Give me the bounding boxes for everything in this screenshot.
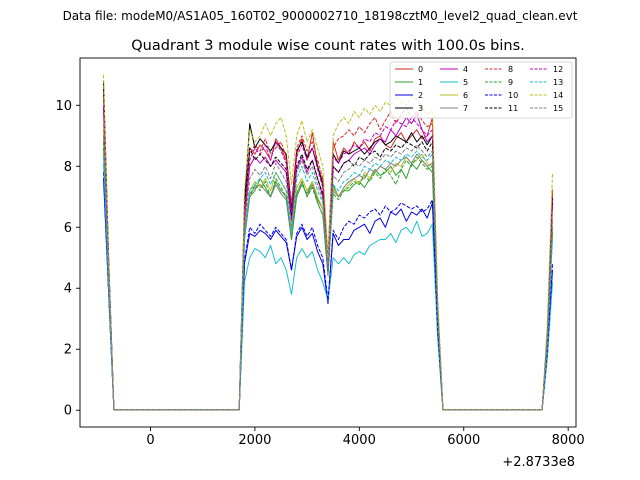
plot-area: 0 2000 4000 6000 800002468100123456789101112… [55,57,585,448]
legend-label-15: 15 [553,104,563,113]
x-offset-label: +2.8733e8 [502,455,575,470]
x-tick-label: 0 [146,433,154,448]
legend-label-3: 3 [418,104,423,113]
legend-label-10: 10 [508,91,518,100]
legend-label-5: 5 [463,78,468,87]
legend-label-14: 14 [553,91,563,100]
series-group [103,74,553,411]
legend-label-11: 11 [508,104,518,113]
legend-label-8: 8 [508,65,513,74]
legend-label-7: 7 [463,104,468,113]
x-tick-label: 2000 [238,433,271,448]
x-tick-label: 8000 [552,433,585,448]
legend-label-6: 6 [463,91,468,100]
x-tick-label: 4000 [343,433,376,448]
y-tick-label: 2 [64,343,72,358]
y-tick-label: 10 [55,99,72,114]
y-tick-label: 0 [64,404,72,419]
data-file-title: Data file: modeM0/AS1A05_160T02_90000027… [63,9,578,23]
legend-label-12: 12 [553,65,563,74]
legend-label-0: 0 [418,65,423,74]
legend-label-2: 2 [418,91,423,100]
legend-label-9: 9 [508,78,513,87]
legend-label-1: 1 [418,78,423,87]
x-tick-label: 6000 [447,433,480,448]
legend-box [389,61,573,119]
series-line-15 [103,123,553,411]
y-tick-label: 8 [64,160,72,175]
y-tick-label: 6 [64,221,72,236]
y-tick-label: 4 [64,282,72,297]
legend-label-4: 4 [463,65,468,74]
axes-frame [79,57,577,428]
chart-title: Quadrant 3 module wise count rates with … [131,38,525,54]
legend-label-13: 13 [553,78,563,87]
